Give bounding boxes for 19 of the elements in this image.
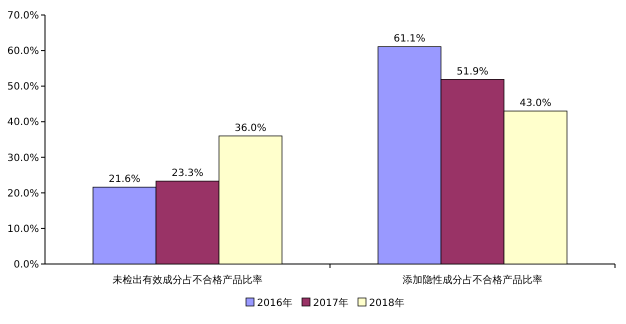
data-label: 51.9%: [456, 66, 488, 78]
y-tick-label: 60.0%: [7, 46, 39, 58]
data-label: 21.6%: [108, 174, 140, 186]
y-tick-label: 0.0%: [14, 260, 39, 270]
legend-label: 2018年: [369, 297, 404, 309]
legend-label: 2016年: [257, 297, 292, 309]
data-label: 43.0%: [520, 98, 552, 110]
y-tick-label: 70.0%: [7, 10, 39, 22]
data-label: 23.3%: [172, 168, 204, 180]
legend-label: 2017年: [313, 297, 348, 309]
x-tick-label: 未检出有效成分占不合格产品比率: [112, 274, 262, 286]
y-tick-label: 10.0%: [7, 224, 39, 235]
y-tick-label: 30.0%: [7, 152, 39, 164]
y-tick-label: 50.0%: [7, 82, 39, 93]
y-tick-label: 40.0%: [7, 117, 39, 128]
y-tick-label: 20.0%: [7, 188, 39, 200]
data-label: 61.1%: [394, 34, 426, 45]
x-tick-label: 添加隐性成分占不合格产品比率: [402, 274, 542, 286]
data-label: 36.0%: [234, 122, 266, 134]
